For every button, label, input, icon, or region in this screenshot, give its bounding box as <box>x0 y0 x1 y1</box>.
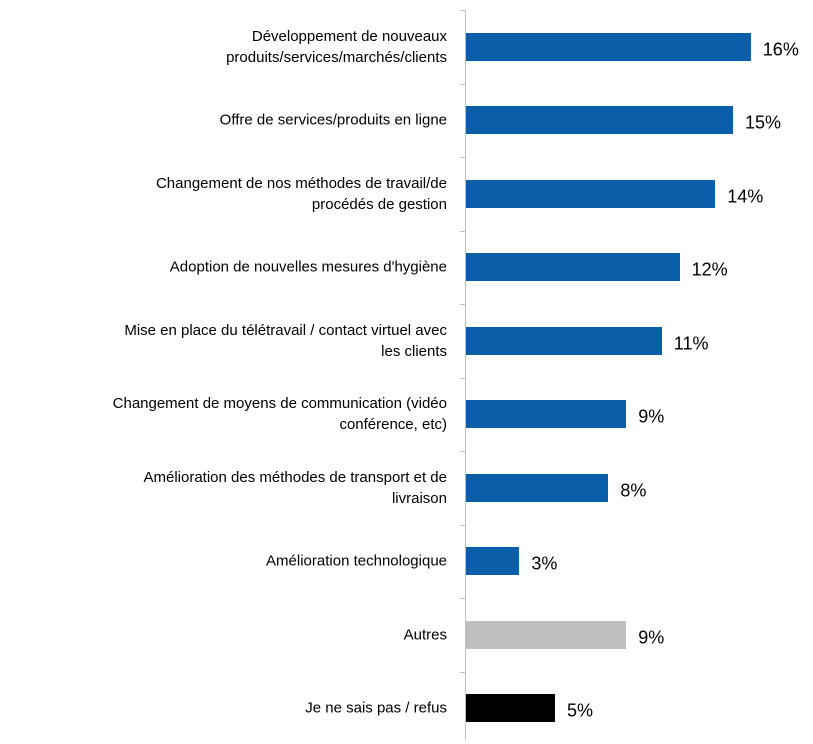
axis-tick <box>460 671 465 673</box>
category-label: Amélioration des méthodes de transport e… <box>143 468 447 507</box>
category-label: Changement de moyens de communication (v… <box>112 395 447 434</box>
axis-tick <box>460 83 465 85</box>
value-label: 5% <box>567 700 594 721</box>
bar <box>466 694 555 723</box>
value-label: 15% <box>745 112 782 133</box>
bar <box>466 253 680 282</box>
value-label: 14% <box>727 186 764 207</box>
value-label: 11% <box>673 333 709 354</box>
axis-line <box>465 10 466 740</box>
category-label: Développement de nouveaux produits/servi… <box>226 27 447 66</box>
category-label: Autres <box>403 626 447 644</box>
value-label: 16% <box>762 39 799 60</box>
value-label: 3% <box>531 553 558 574</box>
bar <box>466 326 662 355</box>
category-label: Adoption de nouvelles mesures d'hygiène <box>169 258 447 276</box>
bar <box>466 400 627 429</box>
bar <box>466 473 609 502</box>
value-label: 9% <box>638 627 665 648</box>
bar <box>466 547 520 576</box>
axis-tick <box>460 524 465 526</box>
category-label: Je ne sais pas / refus <box>305 699 447 717</box>
value-label: 9% <box>638 406 665 427</box>
bar <box>466 32 751 61</box>
category-label: Mise en place du télétravail / contact v… <box>124 321 447 360</box>
axis-tick <box>460 157 465 158</box>
axis-tick <box>460 377 465 379</box>
axis-tick <box>460 10 465 11</box>
value-label: 8% <box>620 480 647 501</box>
axis-tick <box>460 304 465 305</box>
axis-tick <box>460 598 465 599</box>
axis-tick <box>460 230 465 232</box>
category-label: Offre de services/produits en ligne <box>219 111 447 129</box>
value-label: 12% <box>691 259 728 280</box>
bar <box>466 620 627 649</box>
category-label: Changement de nos méthodes de travail/de… <box>155 174 447 213</box>
category-label: Amélioration technologique <box>266 552 447 570</box>
bar <box>466 106 733 135</box>
bar <box>466 179 716 208</box>
axis-tick <box>460 451 465 452</box>
